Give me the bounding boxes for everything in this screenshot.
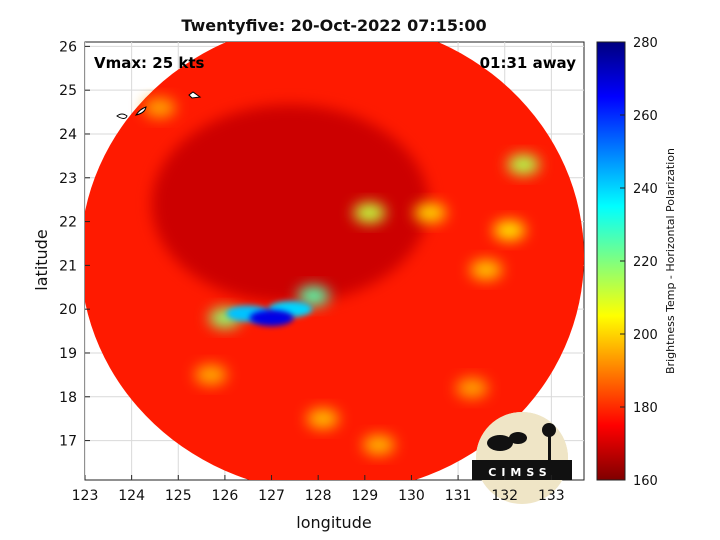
logo-tank (542, 423, 556, 437)
x-tick-label: 132 (491, 488, 518, 504)
logo-dish (509, 432, 527, 444)
y-tick-label: 23 (59, 171, 77, 187)
colorbar-tick-label: 220 (633, 255, 658, 270)
feature-blob (507, 154, 540, 175)
island-outline (188, 91, 202, 99)
y-tick-label: 25 (59, 83, 77, 99)
time-away-annotation: 01:31 away (480, 54, 577, 72)
y-axis-label: latitude (32, 229, 51, 290)
x-tick-label: 128 (305, 488, 332, 504)
y-tick-label: 17 (59, 434, 77, 450)
feature-blob (362, 434, 395, 455)
x-tick-label: 123 (72, 488, 99, 504)
y-tick-label: 18 (59, 390, 77, 406)
y-tick-label: 21 (59, 258, 77, 274)
feature-blob (306, 408, 339, 429)
feature-blob (249, 309, 294, 326)
time-away-label: 01:31 away (480, 54, 577, 72)
island-outline (116, 113, 128, 119)
feature-blob (353, 202, 386, 223)
x-tick-label: 125 (165, 488, 192, 504)
feature-blob (194, 364, 227, 385)
colorbar-ticks: 160 180 200 220 240 260 280 (620, 36, 658, 489)
feature-blob (297, 286, 330, 307)
vmax-label: Vmax: 25 kts (94, 54, 204, 72)
x-tick-label: 124 (118, 488, 145, 504)
chart-title: Twentyfive: 20-Oct-2022 07:15:00 (181, 16, 486, 35)
feature-blob (414, 202, 447, 223)
y-tick-label: 19 (59, 346, 77, 362)
x-tick-label: 133 (538, 488, 565, 504)
feature-blob (470, 259, 503, 280)
colorbar-tick-label: 180 (633, 401, 658, 416)
feature-blob (456, 378, 489, 399)
x-axis-ticks: 123 124 125 126 127 128 129 130 131 132 133 (72, 475, 565, 504)
coastline-islands (116, 91, 202, 119)
cold-core (151, 104, 429, 304)
x-tick-label: 129 (351, 488, 378, 504)
island-outline (134, 106, 147, 116)
logo-tower (548, 436, 551, 462)
colorbar-tick-label: 280 (633, 36, 658, 51)
logo-base (472, 460, 572, 480)
colorbar-tick-label: 200 (633, 328, 658, 343)
x-tick-label: 127 (258, 488, 285, 504)
y-tick-label: 26 (59, 39, 77, 55)
y-tick-label: 20 (59, 302, 77, 318)
y-axis-ticks: 17 18 19 20 21 22 23 24 25 26 (59, 39, 90, 450)
y-tick-label: 22 (59, 215, 77, 231)
x-axis-label: longitude (296, 513, 371, 532)
cimss-logo: CIMSS (472, 412, 572, 504)
colorbar-tick-label: 240 (633, 182, 658, 197)
brightness-temperature-swath (85, 42, 584, 480)
x-tick-label: 130 (398, 488, 425, 504)
logo-dish (487, 435, 513, 451)
feature-blob (143, 97, 176, 118)
colorbar-tick-label: 260 (633, 109, 658, 124)
colorbar-tick-label: 160 (633, 474, 658, 489)
feature-blob (493, 220, 526, 241)
colorbar-label: Brightness Temp - Horizontal Polarizatio… (664, 148, 677, 374)
x-tick-label: 126 (212, 488, 239, 504)
x-tick-label: 131 (445, 488, 472, 504)
y-tick-label: 24 (59, 127, 77, 143)
vmax-annotation: Vmax: 25 kts (94, 54, 204, 72)
logo-text: CIMSS (488, 466, 551, 479)
